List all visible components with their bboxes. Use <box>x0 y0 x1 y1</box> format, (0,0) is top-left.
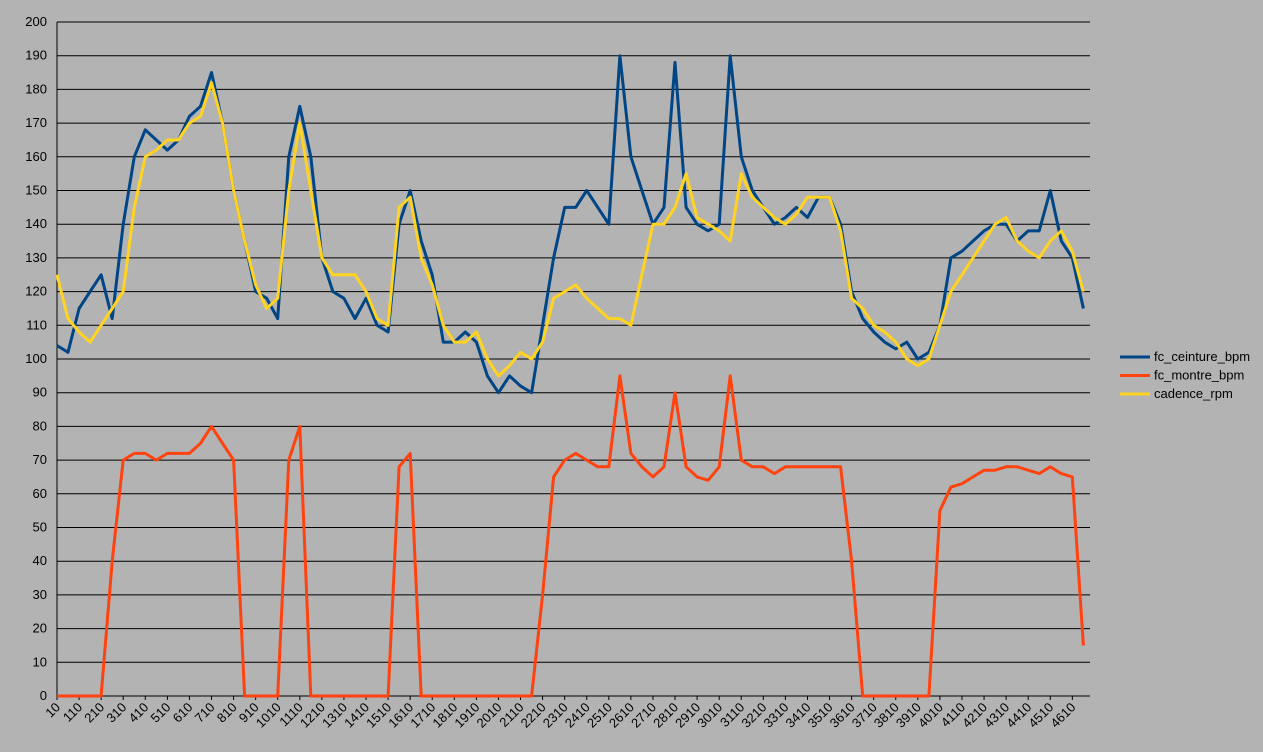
y-tick-label: 50 <box>33 520 47 535</box>
y-tick-label: 0 <box>40 688 47 703</box>
legend-label: fc_montre_bpm <box>1154 368 1244 383</box>
y-tick-label: 130 <box>25 250 47 265</box>
y-tick-label: 60 <box>33 486 47 501</box>
y-tick-label: 70 <box>33 452 47 467</box>
x-tick-label: 210 <box>81 700 107 726</box>
y-tick-label: 190 <box>25 48 47 63</box>
y-tick-label: 80 <box>33 418 47 433</box>
y-tick-label: 30 <box>33 587 47 602</box>
y-tick-label: 100 <box>25 351 47 366</box>
x-tick-label: 810 <box>214 700 240 726</box>
y-tick-label: 40 <box>33 553 47 568</box>
legend-label: cadence_rpm <box>1154 386 1233 401</box>
y-tick-label: 150 <box>25 183 47 198</box>
y-tick-label: 110 <box>26 317 47 332</box>
legend-label: fc_ceinture_bpm <box>1154 349 1250 364</box>
y-tick-label: 170 <box>25 115 47 130</box>
series-line <box>57 374 1085 698</box>
y-tick-label: 20 <box>33 621 47 636</box>
series-line <box>55 81 1085 378</box>
y-tick-label: 160 <box>25 149 47 164</box>
y-tick-label: 90 <box>33 385 47 400</box>
x-tick-label: 110 <box>60 700 85 725</box>
x-tick-label: 610 <box>170 700 196 726</box>
y-tick-label: 120 <box>25 284 47 299</box>
y-tick-label: 140 <box>25 216 47 231</box>
y-tick-label: 10 <box>33 654 47 669</box>
x-tick-label: 4610 <box>1047 700 1078 731</box>
x-tick-label: 310 <box>103 700 129 726</box>
x-tick-label: 710 <box>192 700 218 726</box>
y-tick-label: 180 <box>25 81 47 96</box>
x-tick-label: 410 <box>125 700 151 726</box>
y-tick-label: 200 <box>25 14 47 29</box>
x-tick-label: 510 <box>148 700 174 726</box>
